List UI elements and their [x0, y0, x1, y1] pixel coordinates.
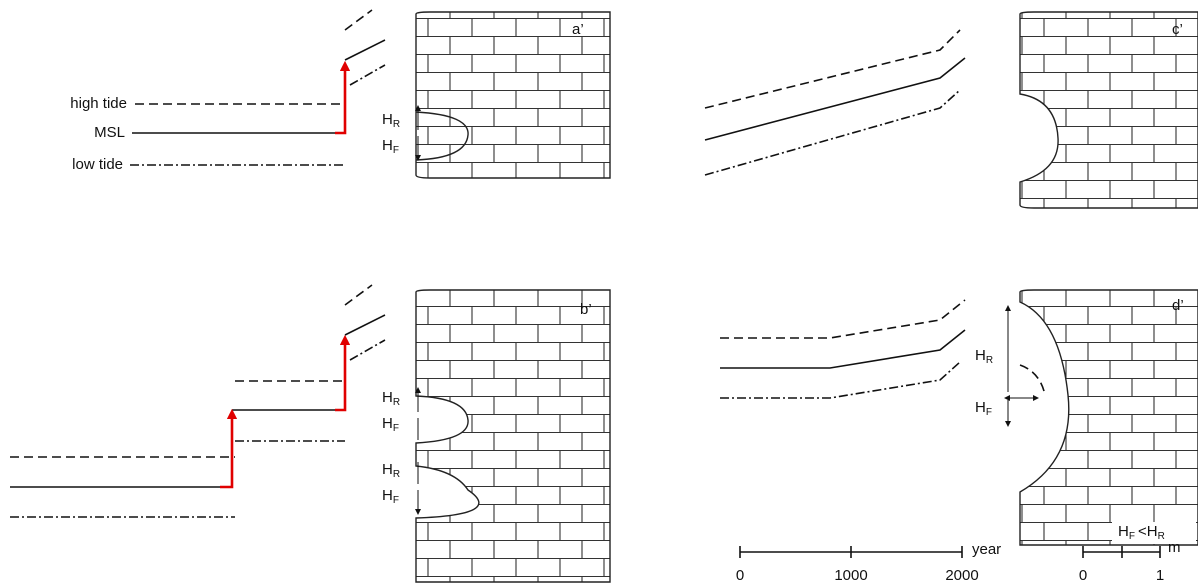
scale-tick-label: 0 [1079, 567, 1087, 584]
panel-label: a’ [572, 21, 584, 38]
label: HR [382, 389, 400, 408]
label: R [393, 119, 400, 130]
label: H [382, 389, 393, 406]
trend-line [344, 9, 373, 31]
panel-a: high tide MSL low tide a’ HR HF [70, 9, 611, 179]
label: HF <HR [1118, 523, 1165, 542]
label: F [393, 495, 399, 506]
scale-tick-label: 1000 [834, 567, 867, 584]
label: high tide [70, 95, 127, 112]
sea-rise-arrow [220, 408, 238, 489]
trend-line [349, 64, 386, 86]
length-scale-bar [1083, 546, 1160, 558]
low-tide-line [704, 89, 961, 176]
low-tide-line [720, 361, 961, 399]
label: < [1138, 523, 1147, 540]
high-tide-line [704, 29, 961, 109]
trend-line [349, 339, 386, 361]
scale-tick-label: 0 [736, 567, 744, 584]
scale-tick-label: 2000 [945, 567, 978, 584]
label: H [382, 461, 393, 478]
rock-wall [415, 289, 611, 583]
label: F [393, 423, 399, 434]
sea-rise-arrow [335, 334, 351, 412]
scale-bars: year m 0 1000 2000 0 1 [736, 539, 1181, 584]
label: HR [382, 111, 400, 130]
panel-b: b’ HR HF HR HF [10, 284, 611, 583]
low-tide-line [10, 440, 345, 518]
label: MSL [94, 124, 125, 141]
label: H [382, 137, 393, 154]
msl-line [704, 57, 966, 141]
trend-line [344, 39, 386, 61]
label: F [393, 145, 399, 156]
panel-d: d’ HR HF HF <HR [720, 289, 1198, 546]
panel-c: c’ [704, 11, 1198, 209]
label: HR [975, 347, 993, 366]
unit-label: m [1168, 539, 1181, 556]
label: R [393, 469, 400, 480]
label: HF [382, 137, 399, 156]
panel-label: d’ [1172, 297, 1184, 314]
label: HF [382, 487, 399, 506]
rock-wall [1019, 289, 1198, 546]
label: H [975, 347, 986, 364]
label: H [1147, 523, 1158, 540]
label: F [1129, 531, 1135, 542]
label: H [382, 487, 393, 504]
trend-line [344, 284, 373, 306]
label: H [382, 111, 393, 128]
label: R [393, 397, 400, 408]
label: H [1118, 523, 1129, 540]
label: low tide [72, 156, 123, 173]
msl-line [720, 329, 966, 369]
label: HF [975, 399, 992, 418]
label: F [986, 407, 992, 418]
trend-line [344, 314, 386, 336]
label: HF [382, 415, 399, 434]
unit-label: year [972, 541, 1001, 558]
scale-tick-label: 1 [1156, 567, 1164, 584]
high-tide-line [10, 380, 345, 458]
label-background [1112, 522, 1196, 544]
high-tide-line [720, 299, 966, 339]
label: H [975, 399, 986, 416]
panel-label: b’ [580, 301, 592, 318]
label: H [382, 415, 393, 432]
label: HR [382, 461, 400, 480]
sea-rise-arrow [335, 60, 351, 135]
label: R [1158, 531, 1165, 542]
msl-line [10, 409, 335, 488]
former-notch [1019, 364, 1046, 396]
label: R [986, 355, 993, 366]
rock-wall [1019, 11, 1198, 209]
panel-label: c’ [1172, 21, 1183, 38]
